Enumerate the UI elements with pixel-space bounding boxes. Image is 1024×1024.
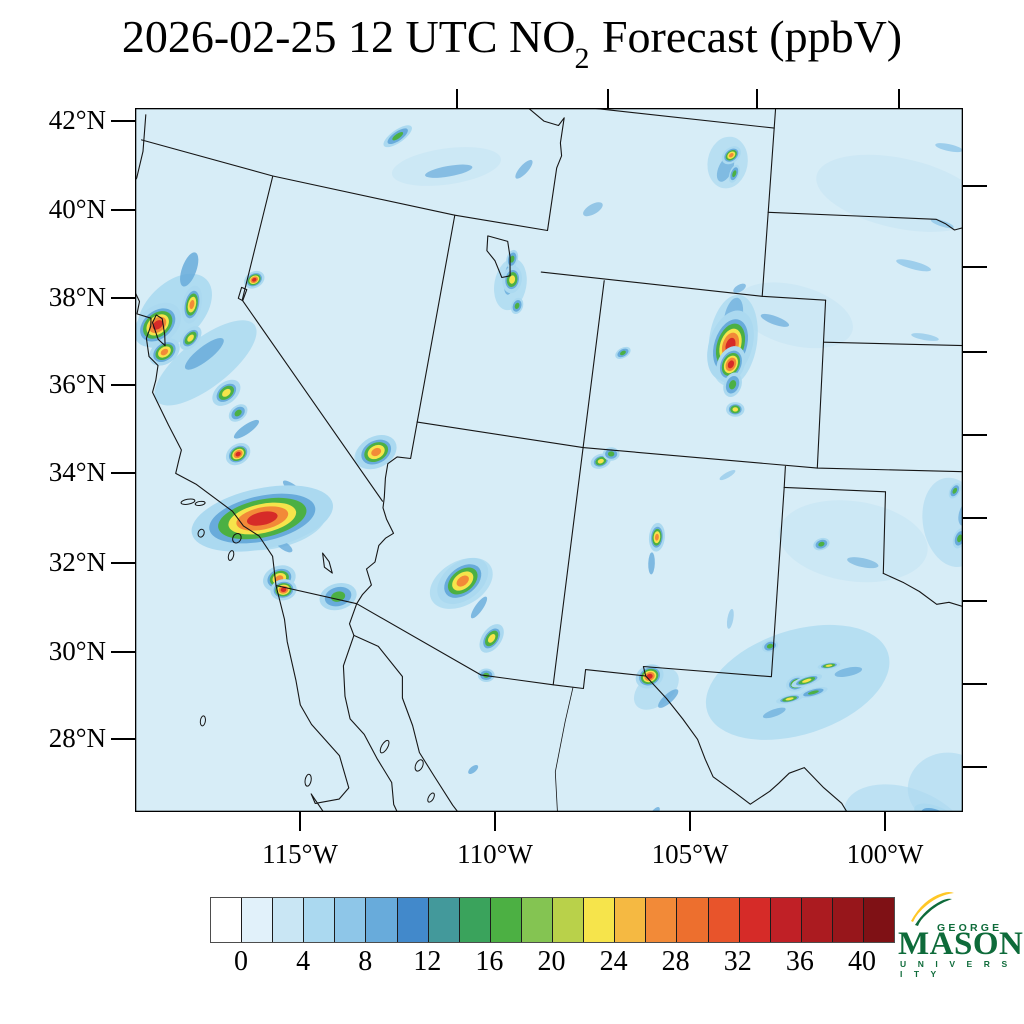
colorbar-segment	[552, 898, 584, 942]
colorbar-segment	[862, 898, 895, 942]
top-tick-mark	[756, 89, 758, 108]
colorbar-tick-label: 20	[537, 946, 566, 977]
colorbar-segment	[303, 898, 335, 942]
colorbar-segment	[211, 898, 242, 942]
colorbar-segment	[707, 898, 739, 942]
colorbar-segment	[831, 898, 863, 942]
lat-tick-label: 42°N	[48, 105, 106, 135]
right-tick-mark	[963, 351, 987, 353]
right-tick-mark	[963, 185, 987, 187]
colorbar-segment	[800, 898, 832, 942]
colorbar-tick-label: 8	[358, 946, 373, 977]
lat-tick-label: 38°N	[48, 282, 106, 312]
colorbar-segment	[489, 898, 521, 942]
lon-tick-mark	[299, 812, 301, 831]
title-suffix: Forecast (ppbV)	[590, 11, 903, 62]
top-tick-mark	[607, 89, 609, 108]
colorbar-tick-label: 32	[723, 946, 752, 977]
colorbar-segment	[645, 898, 677, 942]
colorbar-segment	[458, 898, 490, 942]
right-tick-mark	[963, 600, 987, 602]
colorbar-segment	[769, 898, 801, 942]
forecast-map	[135, 108, 963, 812]
gmu-logo-university: U N I V E R S I T Y	[900, 959, 1012, 979]
title-subscript: 2	[574, 42, 590, 76]
colorbar-tick-label: 16	[475, 946, 504, 977]
right-tick-mark	[963, 766, 987, 768]
lat-tick-mark	[111, 384, 135, 386]
colorbar-segment	[520, 898, 553, 942]
gmu-swoosh-icon	[911, 892, 954, 926]
lat-tick-mark	[111, 120, 135, 122]
lon-tick-mark	[884, 812, 886, 831]
colorbar-segment	[738, 898, 770, 942]
lat-tick-mark	[111, 297, 135, 299]
colorbar-segment	[614, 898, 646, 942]
colorbar-tick-label: 0	[234, 946, 249, 977]
colorbar-tick-label: 12	[413, 946, 442, 977]
lat-tick-mark	[111, 651, 135, 653]
lat-tick-mark	[111, 562, 135, 564]
lon-tick-label: 115°W	[262, 839, 338, 869]
lat-tick-label: 32°N	[48, 547, 106, 577]
lat-tick-label: 36°N	[48, 369, 106, 399]
colorbar-segment	[396, 898, 428, 942]
page-title: 2026-02-25 12 UTC NO2 Forecast (ppbV)	[0, 10, 1024, 75]
lat-tick-mark	[111, 738, 135, 740]
colorbar-tick-label: 4	[296, 946, 311, 977]
right-tick-mark	[963, 517, 987, 519]
lat-tick-label: 40°N	[48, 194, 106, 224]
map-canvas	[135, 108, 963, 812]
lat-tick-mark	[111, 472, 135, 474]
lon-tick-mark	[494, 812, 496, 831]
colorbar-segment	[583, 898, 615, 942]
lon-tick-label: 110°W	[457, 839, 533, 869]
lat-tick-label: 28°N	[48, 723, 106, 753]
gmu-logo: GEORGE MASON U N I V E R S I T Y	[897, 892, 1023, 979]
colorbar-tick-label: 40	[847, 946, 876, 977]
top-tick-mark	[898, 89, 900, 108]
right-tick-mark	[963, 266, 987, 268]
colorbar-segment	[365, 898, 397, 942]
lon-tick-label: 105°W	[651, 839, 729, 869]
colorbar-segment	[272, 898, 304, 942]
title-prefix: 2026-02-25 12 UTC NO	[121, 11, 576, 62]
colorbar-segment	[676, 898, 708, 942]
lon-tick-label: 100°W	[846, 839, 924, 869]
colorbar-segment	[427, 898, 459, 942]
right-tick-mark	[963, 434, 987, 436]
colorbar-tick-label: 24	[599, 946, 628, 977]
right-tick-mark	[963, 683, 987, 685]
top-tick-mark	[456, 89, 458, 108]
lon-tick-mark	[689, 812, 691, 831]
lat-tick-mark	[111, 209, 135, 211]
gmu-logo-mason: MASON	[898, 926, 1024, 962]
colorbar	[210, 897, 895, 943]
colorbar-tick-label: 36	[785, 946, 814, 977]
colorbar-tick-label: 28	[661, 946, 690, 977]
colorbar-segment	[241, 898, 273, 942]
gmu-logo-george: GEORGE	[937, 922, 1003, 934]
colorbar-segment	[334, 898, 366, 942]
lat-tick-label: 34°N	[48, 457, 106, 487]
lat-tick-label: 30°N	[48, 636, 106, 666]
